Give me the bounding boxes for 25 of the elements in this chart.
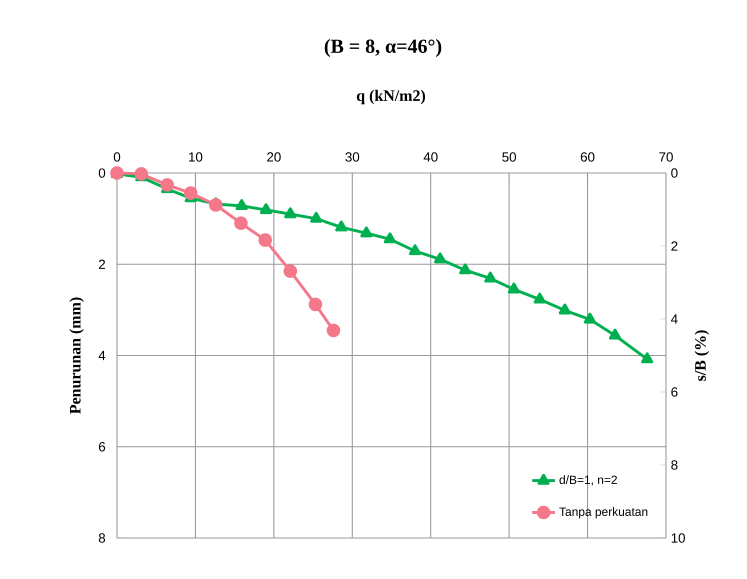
y-tick-label: 8	[98, 533, 106, 543]
x-tick-label: 40	[424, 152, 438, 162]
x-axis-title: q (kN/m2)	[356, 90, 426, 104]
x-tick-label: 20	[267, 152, 281, 162]
y-tick-label: 0	[98, 168, 106, 178]
y2-tick-label: 2	[671, 241, 678, 251]
y2-tick-label: 4	[671, 314, 678, 324]
x-tick-label: 70	[659, 152, 673, 162]
y-tick-label: 2	[98, 260, 106, 269]
x-tick-label: 10	[189, 152, 202, 162]
y2-tick-label: 0	[671, 168, 678, 178]
y-tick-label: 4	[98, 350, 106, 360]
y2-tick-label: 6	[671, 387, 678, 397]
y2-axis-title: s/B (%)	[694, 330, 710, 381]
x-tick-label: 60	[580, 152, 594, 162]
x-tick-label: 30	[345, 152, 360, 162]
y2-tick-label: 8	[671, 460, 678, 470]
y-axis-title: Penurunan (mm)	[69, 298, 84, 414]
y-tick-label: 6	[98, 442, 106, 452]
legend-label: d/B=1, n=2	[560, 475, 617, 486]
x-tick-label: 0	[114, 152, 120, 162]
chart-title: (B = 8, α=46°)	[324, 38, 442, 58]
legend-label: Tanpa perkuatan	[559, 507, 648, 518]
x-tick-label: 50	[502, 152, 516, 162]
y2-tick-label: 10	[672, 533, 685, 543]
